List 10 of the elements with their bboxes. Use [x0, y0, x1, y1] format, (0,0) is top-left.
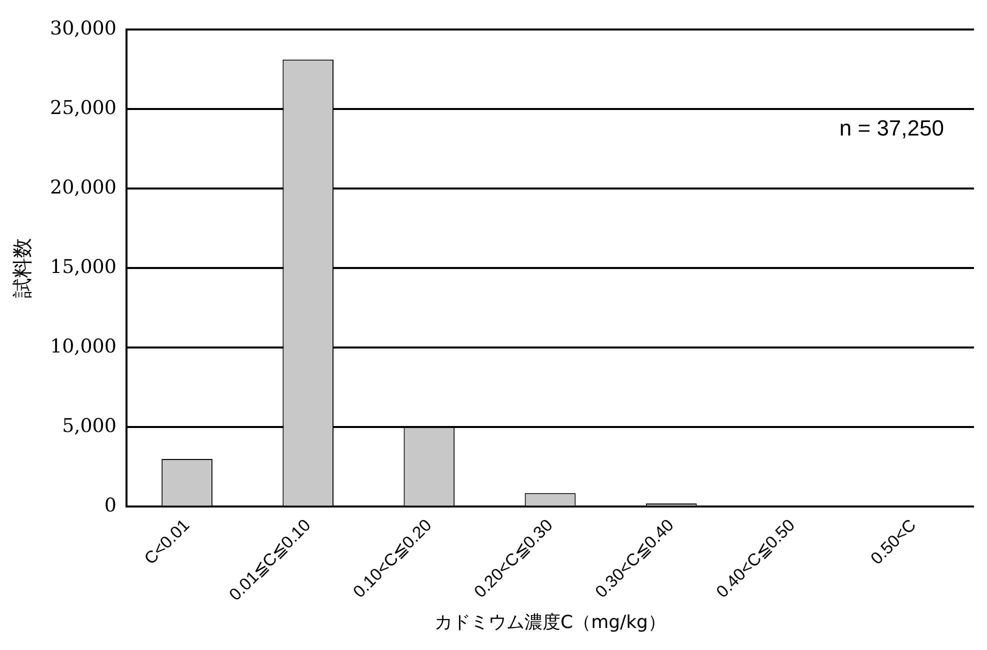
y-tick-label: 10,000 [50, 336, 116, 358]
x-axis-title: カドミウム濃度C（mg/kg） [434, 612, 666, 633]
y-tick-label: 5,000 [62, 415, 116, 438]
y-tick-label: 20,000 [50, 176, 116, 198]
y-tick-label: 30,000 [50, 17, 116, 40]
y-axis-title: 試料数 [10, 238, 34, 298]
annotation: n = 37,250 [839, 115, 944, 140]
y-tick-label: 25,000 [50, 96, 116, 119]
y-tick-label: 15,000 [50, 256, 116, 278]
y-tick-label: 0 [104, 494, 116, 517]
